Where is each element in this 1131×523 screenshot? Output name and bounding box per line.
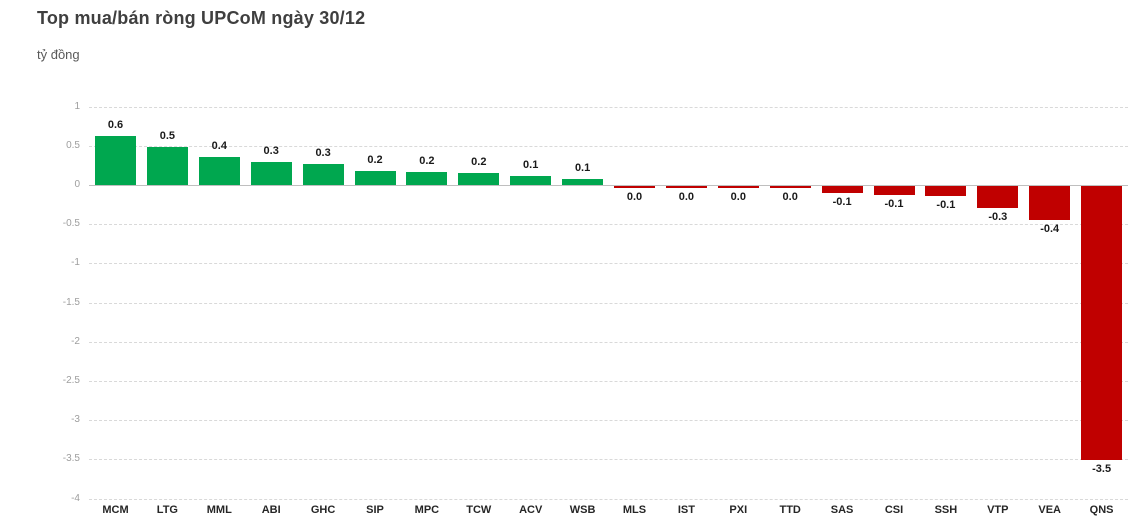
chart-title: Top mua/bán ròng UPCoM ngày 30/12: [37, 8, 366, 28]
gridline: [89, 341, 1128, 343]
bar-value-label: 0.0: [626, 191, 643, 203]
x-axis-label-mml: MML: [206, 504, 232, 516]
bar-ghc: [302, 163, 344, 185]
x-axis-label-mcm: MCM: [102, 504, 129, 516]
x-axis-label-mls: MLS: [622, 504, 647, 516]
gridline: [89, 459, 1128, 461]
x-axis-label-ist: IST: [677, 504, 695, 516]
x-axis-label-sip: SIP: [366, 504, 384, 516]
bar-pxi: [717, 186, 759, 188]
x-axis-label-tcw: TCW: [466, 504, 492, 516]
x-axis-label-vea: VEA: [1038, 504, 1061, 516]
gridline: [89, 498, 1128, 500]
bar-vea: [1029, 186, 1071, 220]
bar-sas: [821, 186, 863, 194]
x-axis-label-wsb: WSB: [569, 504, 596, 516]
bar-tcw: [458, 173, 500, 185]
bar-mpc: [406, 172, 448, 185]
bar-value-label: 0.5: [159, 130, 176, 143]
bar-abi: [250, 162, 292, 185]
y-axis-tick-label: 0.5: [66, 139, 80, 151]
bar-ltg: [146, 147, 188, 185]
x-axis-label-qns: QNS: [1089, 504, 1114, 516]
y-axis-tick-label: -1: [71, 257, 80, 269]
bar-mcm: [95, 135, 136, 185]
bar-mml: [198, 156, 240, 185]
y-axis-tick-label: -3: [71, 414, 80, 426]
bar-value-label: -0.3: [988, 210, 1008, 223]
bar-value-label: 0.2: [471, 156, 487, 169]
x-axis-label-ttd: TTD: [779, 504, 801, 516]
x-axis-label-abi: ABI: [261, 504, 281, 516]
bar-csi: [873, 186, 915, 195]
bar-ttd: [769, 186, 811, 188]
y-axis-tick-label: -0.5: [62, 218, 80, 230]
bar-value-label: -0.1: [832, 196, 852, 209]
x-axis-label-sas: SAS: [830, 504, 854, 516]
bar-ist: [665, 186, 707, 188]
bar-value-label: 0.2: [419, 155, 435, 168]
y-axis-tick-label: -3.5: [62, 453, 80, 465]
gridline: [89, 224, 1128, 226]
bar-wsb: [562, 178, 604, 185]
x-axis-label-ssh: SSH: [934, 504, 958, 516]
bar-ssh: [925, 186, 967, 197]
gridline: [89, 381, 1128, 382]
y-axis-tick-label: -4: [71, 492, 80, 504]
y-axis-tick-label: 1: [74, 100, 80, 112]
bar-value-label: -3.5: [1092, 463, 1112, 476]
x-axis-label-vtp: VTP: [987, 504, 1009, 516]
bar-acv: [510, 175, 552, 185]
gridline: [89, 106, 1128, 108]
y-axis-tick-label: -1.5: [62, 296, 80, 308]
y-axis-tick-label: -2.5: [62, 375, 80, 386]
gridline: [89, 263, 1128, 265]
x-axis-label-ltg: LTG: [156, 504, 178, 516]
gridline: [89, 302, 1128, 304]
bar-value-label: 0.3: [263, 145, 279, 158]
bar-value-label: 0.4: [211, 139, 227, 152]
bar-value-label: -0.1: [936, 199, 956, 212]
gridline: [89, 145, 1128, 147]
zero-axis-line: [89, 185, 1128, 186]
x-axis-label-pxi: PXI: [729, 504, 748, 516]
bar-sip: [354, 170, 396, 185]
y-axis-tick-label: 0: [74, 179, 80, 190]
x-axis-label-csi: CSI: [884, 504, 904, 516]
bar-value-label: 0.6: [107, 118, 124, 131]
bar-value-label: 0.1: [523, 158, 539, 171]
bar-value-label: -0.4: [1040, 222, 1060, 235]
bar-value-label: 0.0: [782, 191, 798, 203]
chart-unit-label: tỷ đồng: [37, 47, 80, 62]
bar-value-label: 0.0: [730, 191, 746, 203]
bar-value-label: 0.1: [574, 161, 591, 174]
bar-mls: [614, 186, 655, 188]
bar-value-label: 0.3: [315, 146, 331, 159]
bar-qns: [1081, 186, 1123, 461]
gridline: [89, 420, 1128, 422]
x-axis-label-acv: ACV: [519, 504, 543, 516]
y-axis-tick-label: -2: [71, 335, 80, 347]
x-axis-label-ghc: GHC: [310, 504, 336, 516]
bar-value-label: -0.1: [884, 197, 904, 210]
bar-value-label: 0.0: [678, 191, 695, 203]
bar-vtp: [977, 186, 1019, 208]
bar-value-label: 0.2: [367, 153, 383, 166]
x-axis-label-mpc: MPC: [414, 504, 440, 516]
